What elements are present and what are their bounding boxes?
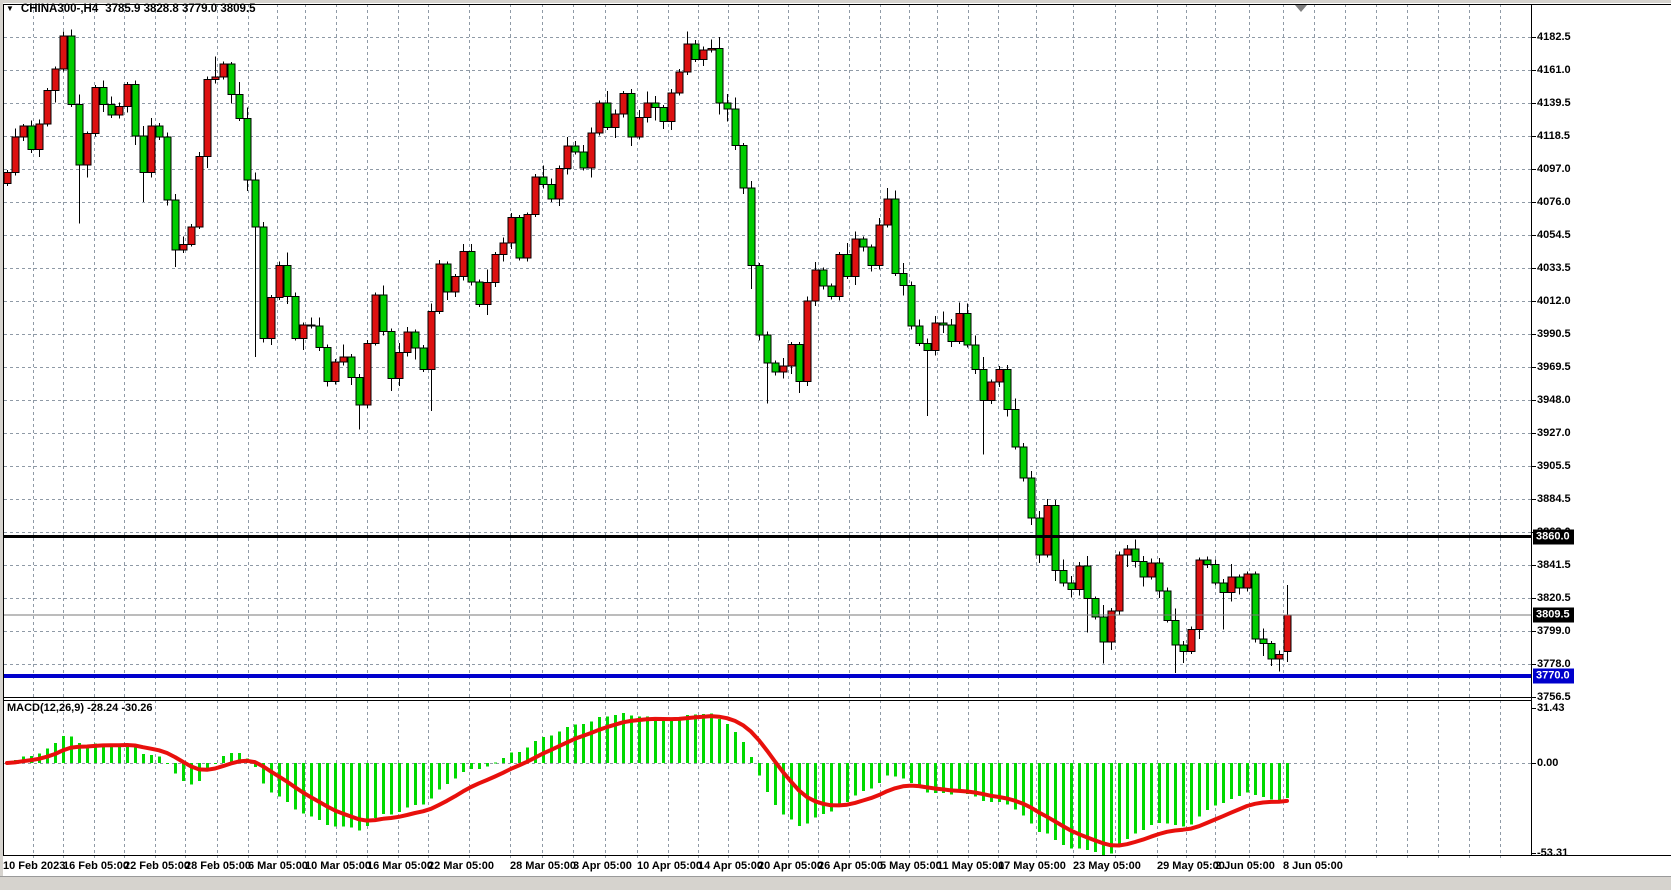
axis-ticks — [1531, 37, 1536, 854]
price-axis-label: 4161.0 — [1537, 64, 1571, 76]
time-axis-label: 23 May 05:00 — [1073, 860, 1141, 872]
time-axis-label: 10 Feb 2023 — [3, 860, 66, 872]
macd-axis-label: 31.43 — [1537, 702, 1565, 714]
macd-axis-label: -53.31 — [1537, 847, 1569, 859]
chart-shift-marker-icon[interactable] — [1295, 5, 1307, 12]
price-axis-label: 3884.5 — [1537, 493, 1571, 505]
time-axis-label: 11 May 05:00 — [937, 860, 1005, 872]
time-axis-label: 22 Mar 05:00 — [428, 860, 495, 872]
ohlc-values: 3785.9 3828.8 3779.0 3809.5 — [105, 3, 256, 15]
window-frame-left — [0, 0, 3, 889]
time-axis-label: 10 Mar 05:00 — [305, 860, 372, 872]
price-axis-label: 3969.5 — [1537, 361, 1571, 373]
macd-axis-label: 0.00 — [1537, 757, 1559, 769]
price-axis-label: 3820.5 — [1537, 592, 1571, 604]
time-axis-label: 16 Feb 05:00 — [63, 860, 130, 872]
time-axis-label: 16 Mar 05:00 — [367, 860, 434, 872]
price-axis-label: 3841.5 — [1537, 559, 1571, 571]
time-axis-label: 2 Jun 05:00 — [1215, 860, 1275, 872]
symbol-period-label: CHINA300-,H4 — [20, 3, 99, 15]
macd-signal-line — [5, 714, 1289, 848]
window-frame-top — [0, 0, 1671, 3]
price-axis-label: 3927.0 — [1537, 427, 1571, 439]
time-axis-label: 26 Apr 05:00 — [818, 860, 884, 872]
time-axis-label: 29 May 05:00 — [1157, 860, 1225, 872]
price-axis-label: 4054.5 — [1537, 229, 1571, 241]
price-axis-label: 3799.0 — [1537, 625, 1571, 637]
chart-title: ▼ CHINA300-,H4 3785.9 3828.8 3779.0 3809… — [6, 3, 256, 15]
time-axis-label: 28 Mar 05:00 — [510, 860, 577, 872]
horizontal-line-object-price-badge: 3860.0 — [1533, 529, 1574, 545]
time-axis-label: 14 Apr 05:00 — [698, 860, 764, 872]
price-axis-label: 4033.5 — [1537, 262, 1571, 274]
time-axis-label: 8 Jun 05:00 — [1283, 860, 1343, 872]
current-price-line-price-badge: 3809.5 — [1533, 607, 1574, 623]
window-frame-bottom — [0, 876, 1671, 890]
symbol-dropdown-icon[interactable]: ▼ — [6, 4, 14, 13]
price-axis-label: 4139.5 — [1537, 97, 1571, 109]
price-axis-label: 4118.5 — [1537, 130, 1571, 142]
price-axis-label: 3778.0 — [1537, 658, 1571, 670]
time-axis-label: 5 May 05:00 — [880, 860, 942, 872]
time-axis-label: 20 Apr 05:00 — [758, 860, 824, 872]
time-axis-label: 22 Feb 05:00 — [124, 860, 191, 872]
time-axis-label: 17 May 05:00 — [998, 860, 1066, 872]
price-axis-label: 3905.5 — [1537, 460, 1571, 472]
price-axis-label: 3948.0 — [1537, 394, 1571, 406]
horizontal-line-object-price-badge: 3770.0 — [1533, 668, 1574, 684]
price-axis-label: 4076.0 — [1537, 196, 1571, 208]
price-axis-label: 4097.0 — [1537, 163, 1571, 175]
price-axis-label: 3990.5 — [1537, 328, 1571, 340]
candles-layer — [3, 29, 1292, 673]
price-axis-label: 3756.5 — [1537, 691, 1571, 703]
price-axis-label: 4182.5 — [1537, 31, 1571, 43]
time-axis-label: 6 Mar 05:00 — [248, 860, 308, 872]
time-axis-label: 3 Apr 05:00 — [573, 860, 632, 872]
macd-layer — [5, 712, 1289, 855]
price-axis-label: 4012.0 — [1537, 295, 1571, 307]
panel-borders — [3, 4, 1671, 856]
time-axis-label: 28 Feb 05:00 — [185, 860, 252, 872]
macd-indicator-label: MACD(12,26,9) -28.24 -30.26 — [7, 702, 153, 714]
time-axis-label: 10 Apr 05:00 — [637, 860, 703, 872]
